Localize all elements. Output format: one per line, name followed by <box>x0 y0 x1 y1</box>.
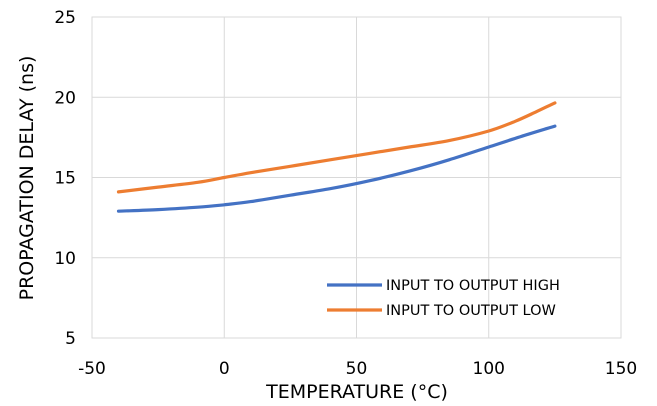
x-tick-label: 50 <box>346 359 368 379</box>
y-tick-label: 5 <box>65 329 76 349</box>
x-axis-label: TEMPERATURE (°C) <box>265 381 448 403</box>
legend-label-1: INPUT TO OUTPUT LOW <box>386 303 556 319</box>
grid <box>91 16 622 339</box>
y-tick-label: 25 <box>54 8 76 28</box>
legend-label-0: INPUT TO OUTPUT HIGH <box>386 278 560 294</box>
y-tick-label: 15 <box>54 169 76 189</box>
tick-labels: -50 0 50 100 150 5 10 15 20 25 <box>54 8 637 379</box>
series-line-1 <box>116 101 557 194</box>
series-line-0 <box>116 124 557 213</box>
legend: INPUT TO OUTPUT HIGH INPUT TO OUTPUT LOW <box>327 278 560 319</box>
y-axis-label: PROPAGATION DELAY (ns) <box>16 56 38 301</box>
x-tick-label: 100 <box>473 359 505 379</box>
x-tick-label: 0 <box>219 359 230 379</box>
series-lines <box>116 101 557 213</box>
y-tick-label: 10 <box>54 249 76 269</box>
y-tick-label: 20 <box>54 88 76 108</box>
x-tick-label: -50 <box>78 359 106 379</box>
x-tick-label: 150 <box>605 359 637 379</box>
